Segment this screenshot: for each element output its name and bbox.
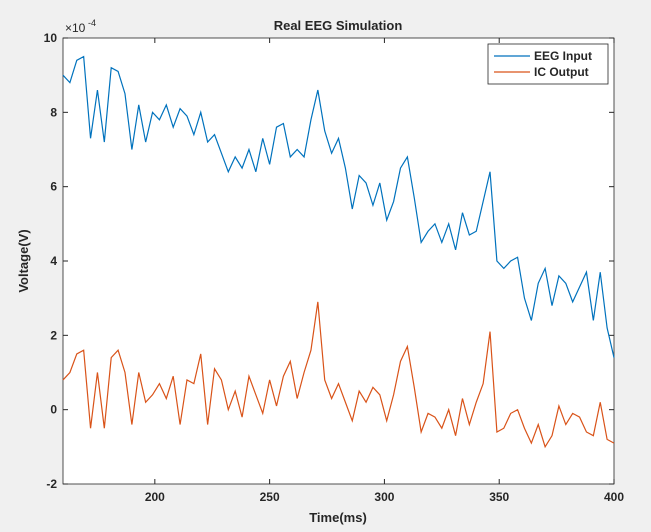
- y-tick-label: 6: [50, 180, 57, 194]
- x-tick-label: 250: [260, 490, 280, 504]
- y-axis-label: Voltage(V): [16, 229, 31, 292]
- x-tick-label: 400: [604, 490, 624, 504]
- y-tick-label: -2: [46, 477, 57, 491]
- y-tick-label: 2: [50, 328, 57, 342]
- y-exponent-base: ×10: [65, 21, 86, 35]
- x-tick-label: 350: [489, 490, 509, 504]
- plot-area: [62, 37, 615, 485]
- legend-label: IC Output: [534, 65, 589, 79]
- y-tick-label: 8: [50, 105, 57, 119]
- x-tick-label: 300: [374, 490, 394, 504]
- legend-label: EEG Input: [534, 49, 592, 63]
- x-axis-label: Time(ms): [309, 510, 367, 525]
- legend-box: [487, 43, 609, 85]
- y-exponent-power: -4: [88, 18, 96, 28]
- y-tick-label: 0: [50, 403, 57, 417]
- data-line: [62, 55, 615, 358]
- chart-title: Real EEG Simulation: [274, 18, 403, 33]
- x-tick-label: 200: [145, 490, 165, 504]
- data-line: [62, 301, 615, 449]
- y-tick-label: 10: [44, 31, 58, 45]
- y-tick-label: 4: [50, 254, 57, 268]
